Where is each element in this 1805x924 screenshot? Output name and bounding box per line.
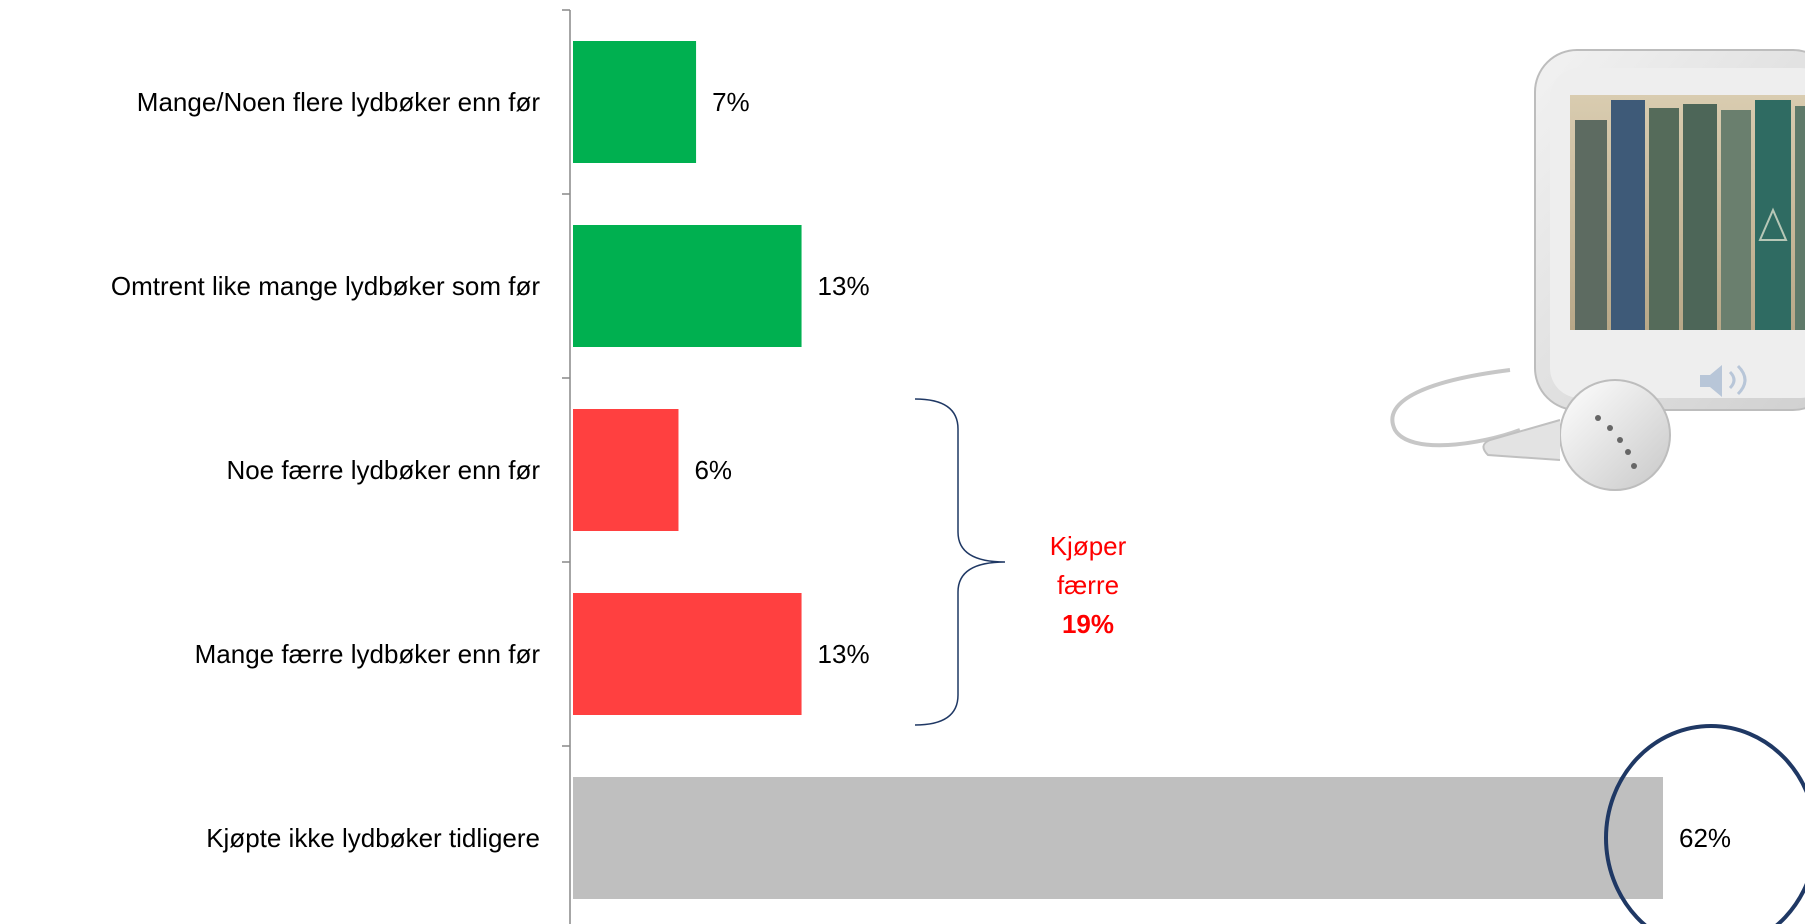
bracket-label-line-1: Kjøper [1050,531,1127,561]
category-label-4: Mange færre lydbøker enn før [195,639,541,669]
value-labels: 7% 13% 6% 13% 62% [694,87,1731,853]
bracket-value-label: 19% [1062,609,1114,639]
bar-1 [573,41,697,163]
value-label-5: 62% [1679,823,1731,853]
value-label-4: 13% [818,639,870,669]
highlight-circle [1604,724,1805,924]
category-label-2: Omtrent like mange lydbøker som før [111,271,540,301]
audio-player-with-books-icon [1390,49,1805,491]
bracket-annotation [914,398,1006,726]
bracket-label-line-2: færre [1057,570,1119,600]
category-labels: Mange/Noen flere lydbøker enn før Omtrent… [111,87,540,853]
value-label-2: 13% [818,271,870,301]
bar-4 [573,593,802,715]
value-label-1: 7% [712,87,750,117]
category-label-5: Kjøpte ikke lydbøker tidligere [206,823,540,853]
bar-5 [573,777,1663,899]
category-label-3: Noe færre lydbøker enn før [226,455,540,485]
bar-3 [573,409,679,531]
category-label-1: Mange/Noen flere lydbøker enn før [137,87,541,117]
bars [573,41,1663,899]
axis-ticks [562,9,570,747]
bar-2 [573,225,802,347]
value-label-3: 6% [694,455,732,485]
